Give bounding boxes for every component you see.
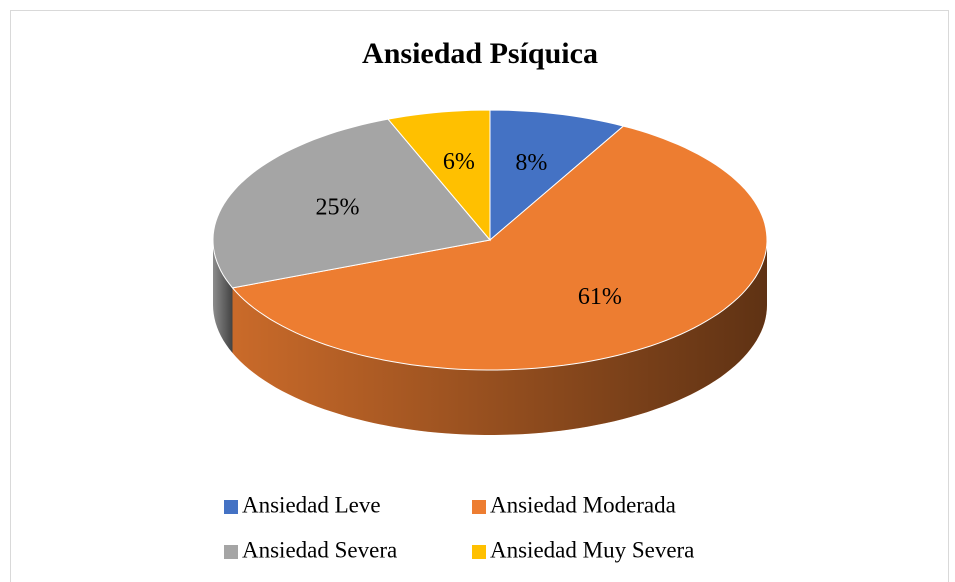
slice-top [212,118,491,289]
data-label: 8% [515,150,547,176]
slice-top [387,109,491,242]
legend-swatch [472,500,486,514]
slice-top [231,125,768,371]
data-label: 61% [578,284,622,310]
slice [212,118,491,353]
slice [489,109,625,242]
data-label: 25% [315,195,359,221]
legend-label: Ansiedad Moderada [490,492,676,517]
slice-top [489,109,625,242]
slice-side-shade [213,240,233,353]
legend-swatch [224,545,238,559]
slice-side-shade [232,240,767,435]
legend-label: Ansiedad Leve [242,492,381,517]
slice [387,109,491,242]
legend-label: Ansiedad Severa [242,537,397,562]
legend-swatch [224,500,238,514]
legend-swatch [472,545,486,559]
legend-label: Ansiedad Muy Severa [490,537,694,562]
data-label: 6% [443,149,475,175]
slice [231,125,768,435]
chart-title: Ansiedad Psíquica [362,37,598,70]
